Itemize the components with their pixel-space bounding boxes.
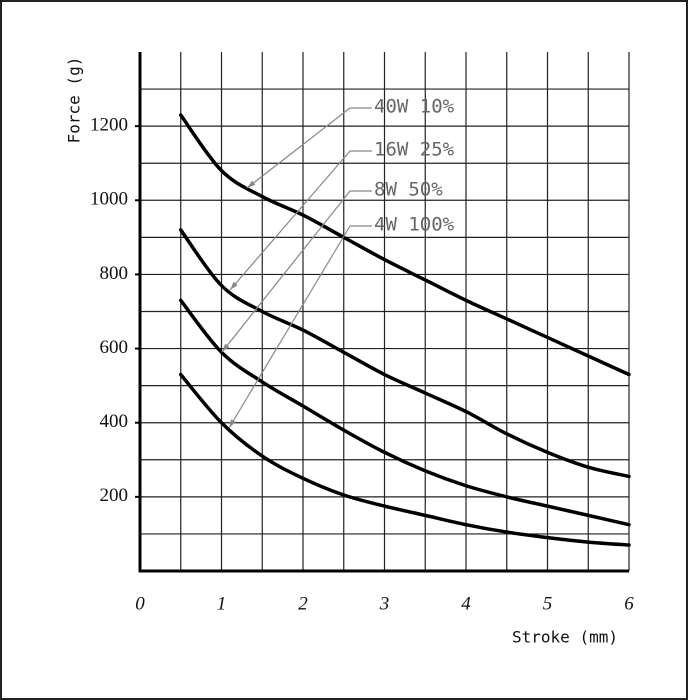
x-tick-label: 4 [461, 593, 471, 614]
y-tick-label: 600 [100, 337, 129, 358]
leader-line [229, 150, 351, 291]
leader-line [221, 190, 351, 353]
line-series [179, 113, 631, 377]
leader-line [246, 107, 351, 189]
y-tick-label: 800 [100, 263, 129, 284]
legend-label: 8W 50% [374, 179, 443, 201]
x-axis-label: Stroke (mm) [512, 628, 618, 647]
x-tick-label: 0 [135, 593, 145, 614]
x-tick-label: 6 [624, 593, 634, 614]
y-axis-label: Force (g) [65, 57, 84, 144]
arrow-head [229, 419, 236, 428]
legend-label: 4W 100% [374, 214, 455, 236]
x-tick-label: 1 [217, 593, 227, 614]
line-series [179, 228, 631, 479]
leader-line [228, 225, 351, 429]
arrow-head [247, 180, 256, 188]
x-tick-label: 2 [298, 593, 308, 614]
arrow-head [222, 343, 230, 352]
line-series [179, 372, 631, 547]
legend-label: 40W 10% [374, 96, 455, 118]
y-tick-label: 200 [100, 485, 129, 506]
x-tick-label: 3 [379, 593, 390, 614]
y-tick-label: 1000 [90, 189, 128, 210]
x-tick-label: 5 [543, 593, 553, 614]
y-tick-label: 1200 [90, 115, 128, 136]
line-series [179, 298, 631, 527]
arrow-head [230, 281, 238, 290]
legend-label: 16W 25% [374, 139, 455, 161]
y-tick-label: 400 [100, 411, 129, 432]
